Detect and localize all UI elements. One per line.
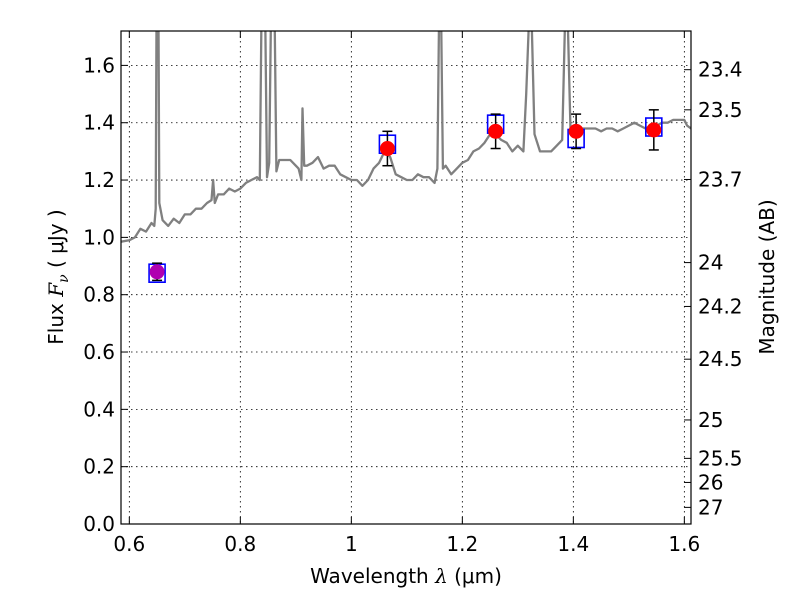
y-tick-label: 1.0 bbox=[83, 225, 115, 249]
y-tick-label: 0.2 bbox=[83, 455, 115, 479]
x-tick-label: 1.2 bbox=[446, 532, 478, 556]
y-tick-label: 0.0 bbox=[83, 512, 115, 536]
x-tick-label: 1.4 bbox=[557, 532, 589, 556]
magnitude-tick-label: 26 bbox=[698, 470, 723, 494]
magnitude-tick-label: 25.5 bbox=[698, 446, 743, 470]
marker-layer bbox=[148, 109, 663, 284]
magnitude-tick-label: 24.5 bbox=[698, 347, 743, 371]
right-axis-label: Magnitude (AB) bbox=[755, 199, 779, 354]
magnitude-tick-label: 23.4 bbox=[698, 58, 743, 82]
observed-photometry-point bbox=[149, 264, 165, 280]
plot-area bbox=[121, 31, 691, 243]
magnitude-tick-label: 27 bbox=[698, 495, 723, 519]
magnitude-tick-label: 24 bbox=[698, 251, 723, 275]
magnitude-tick-label: 25 bbox=[698, 408, 723, 432]
spectrum-line bbox=[121, 31, 691, 243]
x-tick-label: 1 bbox=[345, 532, 358, 556]
observed-photometry-point bbox=[646, 122, 662, 138]
magnitude-tick-label: 23.5 bbox=[698, 98, 743, 122]
x-tick-label: 0.8 bbox=[224, 532, 256, 556]
x-tick-label: 1.6 bbox=[668, 532, 700, 556]
y-axis-label: Flux Fν ( μJy ) bbox=[44, 209, 72, 344]
y-tick-label: 1.2 bbox=[83, 168, 115, 192]
observed-photometry-point bbox=[488, 123, 504, 139]
y-tick-label: 1.6 bbox=[83, 53, 115, 77]
y-tick-label: 0.4 bbox=[83, 397, 115, 421]
y-tick-label: 1.4 bbox=[83, 111, 115, 135]
plot-frame bbox=[120, 30, 692, 525]
y-tick-label: 0.8 bbox=[83, 283, 115, 307]
grid-lines bbox=[121, 31, 691, 525]
y-tick-label: 0.6 bbox=[83, 340, 115, 364]
x-tick-label: 0.6 bbox=[113, 532, 145, 556]
axis-ticks: 0.6 0.8 1 1.2 1.4 1.6 0.0 0.2 0.4 0.6 0.8 1.0 1.2 1.4… bbox=[83, 31, 743, 556]
magnitude-tick-label: 23.7 bbox=[698, 167, 743, 191]
magnitude-tick-label: 24.2 bbox=[698, 294, 743, 318]
observed-photometry-point bbox=[568, 123, 584, 139]
x-axis-label: Wavelength λ (μm) bbox=[310, 564, 502, 588]
observed-photometry-point bbox=[379, 141, 395, 157]
